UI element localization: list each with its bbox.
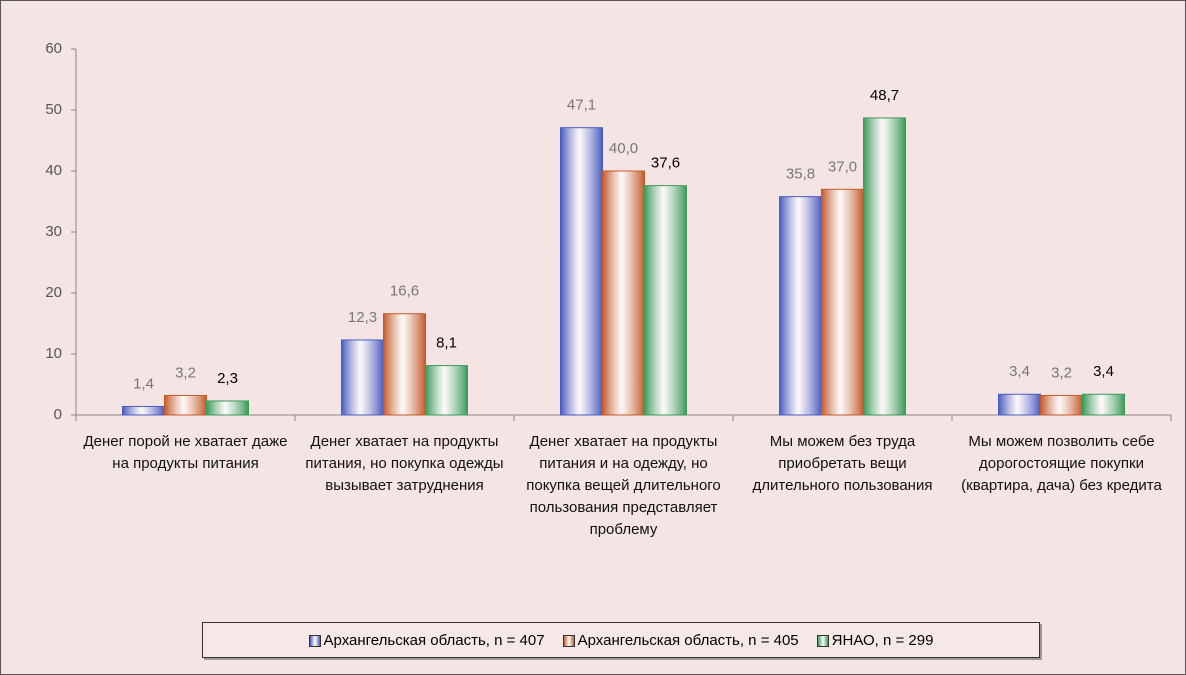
bar (1082, 393, 1125, 416)
x-tick-label: Денег хватает на продукты питания, но по… (305, 433, 504, 494)
legend-label: Архангельская область, n = 405 (577, 631, 799, 649)
bar (383, 313, 426, 416)
y-tick-label: 40 (45, 162, 62, 179)
legend: Архангельская область, n = 407 Архангельс… (202, 622, 1040, 658)
data-label: 3,4 (1009, 363, 1030, 380)
legend-item: Архангельская область, n = 405 (562, 631, 799, 649)
y-tick-label: 10 (45, 345, 62, 362)
data-label: 47,1 (567, 97, 596, 114)
y-tick-label: 30 (45, 223, 62, 240)
x-tick-label: Мы можем без труда приобретать вещи длит… (752, 433, 933, 494)
legend-swatch (562, 634, 575, 647)
legend-swatch (816, 634, 829, 647)
data-label: 3,2 (1051, 364, 1072, 381)
data-label: 8,1 (436, 335, 457, 352)
bar (425, 365, 468, 416)
bar (122, 405, 165, 416)
bar (644, 185, 687, 416)
legend-label: Архангельская область, n = 407 (323, 631, 545, 649)
data-label: 48,7 (870, 87, 899, 104)
data-label: 3,2 (175, 364, 196, 381)
legend-item: ЯНАО, n = 299 (816, 631, 934, 649)
bar (560, 127, 603, 416)
data-label: 3,4 (1093, 363, 1114, 380)
x-tick-label: Денег хватает на продукты питания и на о… (526, 433, 721, 538)
legend-swatch (308, 634, 321, 647)
bar (998, 393, 1041, 416)
x-tick-label: Мы можем позволить себе дорогостоящие по… (961, 433, 1162, 494)
bar (164, 394, 207, 416)
bar (779, 196, 822, 416)
bar (206, 400, 249, 416)
data-label: 40,0 (609, 140, 638, 157)
y-tick-label: 0 (54, 406, 62, 423)
bar (341, 339, 384, 416)
data-label: 35,8 (786, 166, 815, 183)
x-tick-label: Денег порой не хватает даже на продукты … (83, 433, 288, 472)
data-label: 2,3 (217, 370, 238, 387)
data-label: 16,6 (390, 283, 419, 300)
y-tick-label: 20 (45, 284, 62, 301)
bar (1040, 394, 1083, 416)
data-label: 1,4 (133, 375, 154, 392)
bar (863, 117, 906, 416)
legend-item: Архангельская область, n = 407 (308, 631, 545, 649)
legend-label: ЯНАО, n = 299 (831, 631, 934, 649)
data-label: 37,0 (828, 158, 857, 175)
bar (602, 170, 645, 416)
y-tick-label: 50 (45, 101, 62, 118)
y-tick-label: 60 (45, 40, 62, 57)
data-label: 12,3 (348, 309, 377, 326)
data-label: 37,6 (651, 155, 680, 172)
bar (821, 188, 864, 416)
